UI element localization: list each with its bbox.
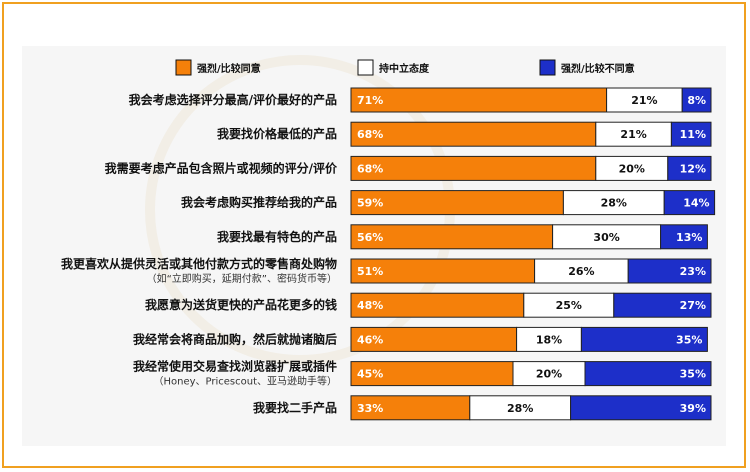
category-label: 我经常使用交易查找浏览器扩展或插件 [133, 359, 337, 374]
disagree-segment [660, 224, 708, 250]
category-sublabel: （如“立即购买，延期付款”、密码货币等） [147, 272, 337, 285]
disagree-segment [667, 155, 712, 181]
category-label: 我会考虑购买推荐给我的产品 [181, 195, 337, 210]
neutral-segment [595, 121, 672, 147]
agree-segment [350, 87, 608, 113]
data-label: 28% [601, 197, 627, 210]
data-label: 35% [680, 368, 706, 381]
data-label: 11% [680, 128, 706, 141]
category-label: 我经常会将商品加购，然后就抛诸脑后 [133, 331, 337, 346]
data-label: 23% [680, 265, 706, 278]
legend-label: 强烈/比较不同意 [561, 62, 635, 75]
data-label: 33% [357, 402, 383, 415]
data-label: 14% [683, 197, 709, 210]
data-label: 39% [680, 402, 706, 415]
data-label: 68% [357, 162, 383, 175]
category-label: 我更喜欢从提供灵活或其他付款方式的零售商处购物 [61, 256, 337, 271]
neutral-segment [562, 190, 665, 216]
data-label: 35% [676, 333, 702, 346]
disagree-segment [681, 87, 712, 113]
neutral-segment [523, 292, 615, 318]
neutral-segment [552, 224, 662, 250]
data-label: 27% [680, 299, 706, 312]
agree-segment [350, 190, 564, 216]
data-label: 21% [620, 128, 646, 141]
category-label: 我要找价格最低的产品 [217, 126, 337, 141]
data-label: 13% [676, 231, 702, 244]
data-label: 30% [593, 231, 619, 244]
legend-label: 强烈/比较同意 [197, 62, 261, 75]
data-label: 26% [568, 265, 594, 278]
data-label: 71% [357, 94, 383, 107]
disagree-segment [580, 326, 708, 352]
category-label: 我要找二手产品 [253, 400, 337, 415]
legend-swatch [539, 59, 556, 76]
disagree-segment [613, 292, 712, 318]
agree-segment [350, 121, 597, 147]
disagree-segment [627, 258, 712, 284]
legend-label: 持中立态度 [379, 62, 430, 75]
data-label: 25% [556, 299, 582, 312]
data-label: 20% [536, 368, 562, 381]
category-label: 我要找最有特色的产品 [217, 229, 337, 244]
neutral-segment [469, 395, 572, 421]
legend-swatch [175, 59, 192, 76]
legend-swatch [357, 59, 374, 76]
neutral-segment [595, 155, 669, 181]
neutral-segment [516, 326, 582, 352]
category-label: 我愿意为送货更快的产品花更多的钱 [145, 297, 337, 312]
data-label: 45% [357, 368, 383, 381]
category-sublabel: （Honey、Pricescout、亚马逊助手等） [153, 375, 337, 388]
data-label: 18% [536, 333, 562, 346]
neutral-segment [512, 361, 586, 387]
agree-segment [350, 292, 525, 318]
data-label: 20% [619, 162, 645, 175]
category-label: 我需要考虑产品包含照片或视频的评分/评价 [105, 160, 338, 175]
agree-segment [350, 395, 471, 421]
data-label: 59% [357, 197, 383, 210]
data-label: 8% [687, 94, 706, 107]
data-label: 12% [680, 162, 706, 175]
category-label: 我会考虑选择评分最高/评价最好的产品 [129, 92, 337, 107]
neutral-segment [606, 87, 683, 113]
data-label: 21% [631, 94, 657, 107]
neutral-segment [534, 258, 629, 284]
data-label: 51% [357, 265, 383, 278]
disagree-segment [584, 361, 712, 387]
agree-segment [350, 155, 597, 181]
agree-segment [350, 326, 518, 352]
disagree-segment [570, 395, 712, 421]
data-label: 48% [357, 299, 383, 312]
agree-segment [350, 224, 554, 250]
data-label: 68% [357, 128, 383, 141]
data-label: 46% [357, 333, 383, 346]
disagree-segment [663, 190, 716, 216]
data-label: 28% [507, 402, 533, 415]
disagree-segment [670, 121, 712, 147]
data-label: 56% [357, 231, 383, 244]
